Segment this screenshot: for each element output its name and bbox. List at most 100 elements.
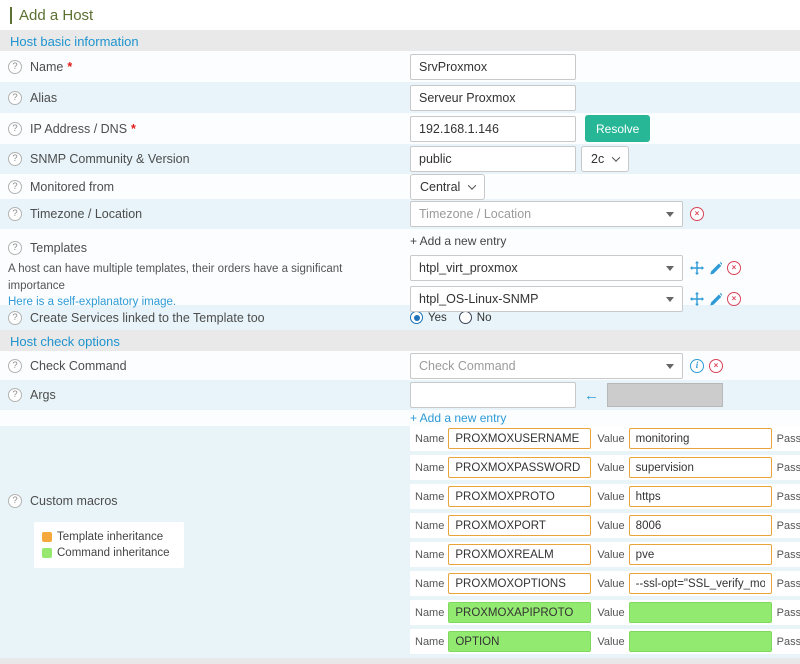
macro-name-label: Name <box>415 490 445 503</box>
delete-icon[interactable]: × <box>709 358 723 373</box>
help-icon[interactable]: ? <box>8 494 22 508</box>
macro-value-input[interactable] <box>628 515 772 536</box>
help-icon[interactable]: ? <box>8 59 22 74</box>
macro-name-label: Name <box>415 519 445 532</box>
macro-password-label: Password <box>776 548 800 561</box>
required-marker: * <box>131 121 136 136</box>
resolve-button[interactable]: Resolve <box>585 115 651 142</box>
snmp-version-value: 2c <box>591 152 605 166</box>
check-command-label: Check Command <box>30 358 127 373</box>
move-icon[interactable] <box>690 292 704 306</box>
dropdown-arrow-icon <box>666 266 674 271</box>
args-source-box <box>607 383 723 407</box>
ip-address-input[interactable] <box>410 115 576 142</box>
monitored-from-value: Central <box>420 179 461 194</box>
macro-row: Name Value Password <box>410 600 800 625</box>
info-icon[interactable]: i <box>690 358 704 373</box>
macro-name-label: Name <box>415 548 445 561</box>
macro-name-input[interactable] <box>448 631 592 652</box>
command-inheritance-swatch <box>42 548 52 558</box>
name-input[interactable] <box>410 53 576 80</box>
ip-address-label: IP Address / DNS <box>30 121 128 136</box>
templates-label: Templates <box>30 241 87 255</box>
macro-name-input[interactable] <box>448 428 592 449</box>
check-command-combobox[interactable]: Check Command <box>410 352 683 379</box>
macro-value-input[interactable] <box>628 602 772 623</box>
help-icon[interactable]: ? <box>8 152 22 166</box>
macros-legend: Template inheritance Command inheritance <box>34 522 184 568</box>
custom-macros-label: Custom macros <box>30 494 118 508</box>
help-icon[interactable]: ? <box>8 179 22 194</box>
row-ip-address: ? IP Address / DNS * Resolve <box>0 113 800 144</box>
macro-name-input[interactable] <box>448 457 592 478</box>
macro-value-input[interactable] <box>628 486 772 507</box>
macro-value-label: Value <box>597 461 625 474</box>
macros-add-entry[interactable]: + Add a new entry <box>410 411 507 425</box>
args-input[interactable] <box>410 382 576 408</box>
move-icon[interactable] <box>690 261 704 275</box>
help-icon[interactable]: ? <box>8 90 22 105</box>
monitored-from-label: Monitored from <box>30 179 115 194</box>
alias-label: Alias <box>30 90 58 105</box>
macro-value-label: Value <box>597 519 625 532</box>
timezone-combobox[interactable]: Timezone / Location <box>410 201 683 227</box>
help-icon[interactable]: ? <box>8 207 22 221</box>
macro-row: Name Value Password <box>410 542 800 567</box>
macro-value-input[interactable] <box>628 631 772 652</box>
row-snmp: ? SNMP Community & Version 2c <box>0 144 800 174</box>
edit-pencil-icon[interactable] <box>709 261 722 275</box>
snmp-version-select[interactable]: 2c <box>581 146 630 172</box>
snmp-community-input[interactable] <box>410 146 576 172</box>
macro-password-label: Password <box>776 461 800 474</box>
left-arrow-icon: ← <box>584 386 599 404</box>
row-templates: ? Templates A host can have multiple tem… <box>0 229 800 312</box>
monitored-from-select[interactable]: Central <box>410 173 486 200</box>
footer-bar <box>0 658 800 664</box>
template-value: htpl_OS-Linux-SNMP <box>419 292 539 306</box>
macro-name-input[interactable] <box>448 544 592 565</box>
alias-input[interactable] <box>410 84 576 111</box>
help-icon[interactable]: ? <box>8 241 22 255</box>
macro-name-label: Name <box>415 606 445 619</box>
row-check-command: ? Check Command Check Command i × <box>0 351 800 380</box>
macro-value-input[interactable] <box>628 428 772 449</box>
delete-icon[interactable]: × <box>727 261 741 275</box>
page-title: Add a Host <box>0 0 800 30</box>
template-combobox[interactable]: htpl_OS-Linux-SNMP <box>410 286 683 312</box>
macro-value-input[interactable] <box>628 457 772 478</box>
macro-name-input[interactable] <box>448 573 592 594</box>
check-command-placeholder: Check Command <box>419 358 516 373</box>
chevron-down-icon <box>468 180 477 190</box>
macro-name-input[interactable] <box>448 602 592 623</box>
templates-add-entry[interactable]: + Add a new entry <box>410 234 507 248</box>
delete-icon[interactable]: × <box>690 207 704 221</box>
required-marker: * <box>67 59 73 74</box>
macro-name-label: Name <box>415 635 445 648</box>
macro-row: Name Value Password <box>410 484 800 509</box>
section-host-basic-information: Host basic information <box>0 30 800 51</box>
macro-password-label: Password <box>776 577 800 590</box>
help-icon[interactable]: ? <box>8 388 22 402</box>
macro-value-label: Value <box>597 577 625 590</box>
timezone-placeholder: Timezone / Location <box>419 207 532 221</box>
help-icon[interactable]: ? <box>8 310 22 325</box>
macro-row: Name Value Password <box>410 629 800 654</box>
macro-value-label: Value <box>597 548 625 561</box>
help-icon[interactable]: ? <box>8 358 22 373</box>
templates-help-link[interactable]: Here is a self-explanatory image. <box>8 295 177 308</box>
help-icon[interactable]: ? <box>8 121 22 136</box>
radio-no[interactable] <box>458 311 472 324</box>
macro-value-label: Value <box>597 635 625 648</box>
macro-name-input[interactable] <box>448 486 592 507</box>
macro-name-label: Name <box>415 577 445 590</box>
macro-value-input[interactable] <box>628 544 772 565</box>
row-custom-macros: ? Custom macros Template inheritance Com… <box>0 426 800 658</box>
macro-value-input[interactable] <box>628 573 772 594</box>
delete-icon[interactable]: × <box>727 292 741 306</box>
macro-name-input[interactable] <box>448 515 592 536</box>
macro-name-label: Name <box>415 432 445 445</box>
template-inheritance-swatch <box>42 532 52 542</box>
edit-pencil-icon[interactable] <box>709 292 722 306</box>
radio-yes[interactable] <box>410 311 423 324</box>
template-combobox[interactable]: htpl_virt_proxmox <box>410 255 683 281</box>
